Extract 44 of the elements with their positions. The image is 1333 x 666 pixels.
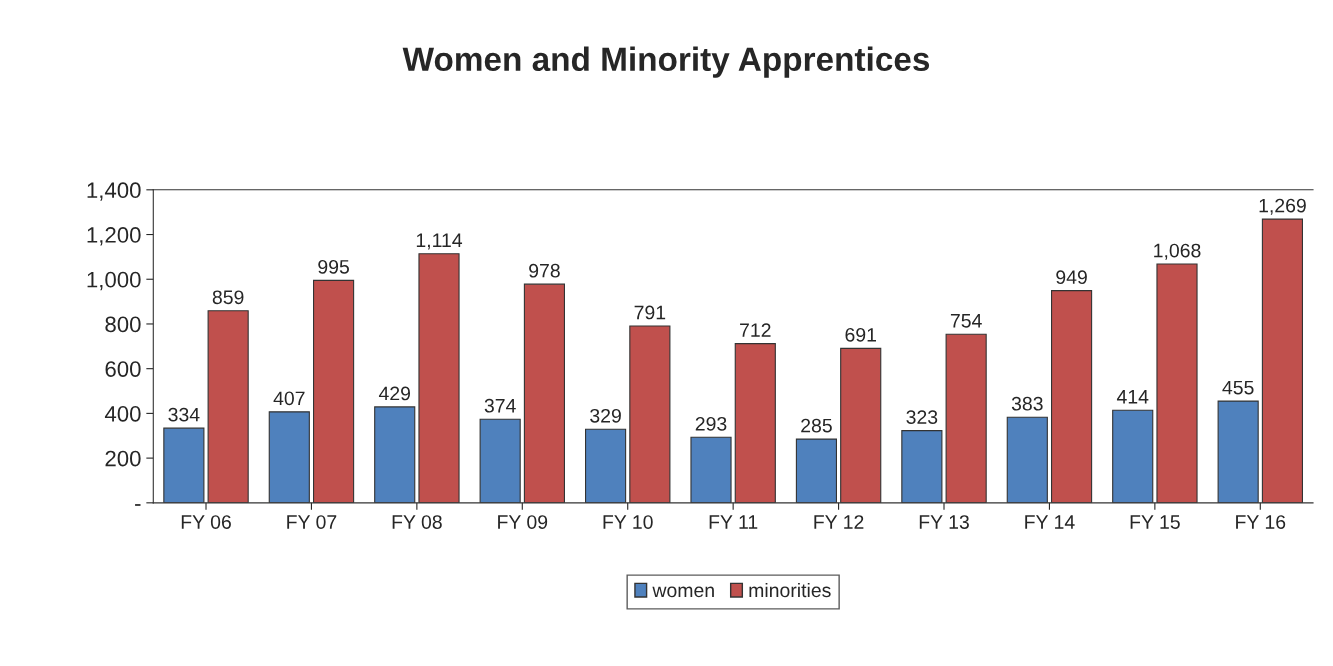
y-tick-label: - [135,504,141,506]
x-tick-label: FY 09 [498,515,548,529]
data-label: 374 [484,398,516,413]
y-tick-label: 400 [104,405,141,422]
y-tick-label: 600 [105,361,141,377]
data-label: 754 [950,314,982,328]
data-label: 691 [845,327,876,342]
x-tick-label: FY 12 [814,515,864,529]
x-tick-label: FY 07 [287,515,337,529]
y-tick-label: 1,000 [87,271,141,291]
data-label: 455 [1222,380,1254,395]
data-label: 323 [906,410,938,424]
x-tick-label: FY 13 [919,515,969,529]
data-label: 1,068 [1154,243,1201,260]
x-tick-label: FY 10 [603,515,653,529]
x-tick-label: FY 14 [1025,515,1075,529]
data-label: 712 [740,323,771,337]
data-label: 429 [378,386,411,401]
data-label: 407 [273,391,305,406]
data-label: 383 [1011,396,1043,411]
data-label: 859 [212,290,244,305]
legend-label: minorities [749,582,831,598]
y-tick-label: 1,400 [87,182,141,201]
y-tick-label: 800 [105,316,141,333]
data-label: 414 [1116,390,1149,404]
data-label: 1,114 [416,233,463,250]
x-tick-label: FY 11 [709,515,758,529]
x-tick-label: FY 16 [1236,515,1286,529]
x-tick-label: FY 08 [392,515,442,529]
x-tick-label: FY 06 [181,515,231,529]
data-label: 293 [695,416,727,431]
data-label: 1,269 [1259,198,1306,215]
chart-title: Women and Minority Apprentices [402,46,930,78]
y-tick-label: 200 [105,450,141,467]
data-label: 334 [168,407,200,422]
y-tick-label: 1,200 [87,227,141,246]
data-label: 949 [1056,270,1087,285]
x-tick-label: FY 15 [1130,515,1180,529]
data-label: 329 [590,408,621,423]
legend-label: women [652,586,714,598]
data-label: 978 [529,263,560,278]
data-label: 791 [634,305,666,320]
data-label: 285 [801,418,832,433]
data-label: 995 [318,259,349,274]
